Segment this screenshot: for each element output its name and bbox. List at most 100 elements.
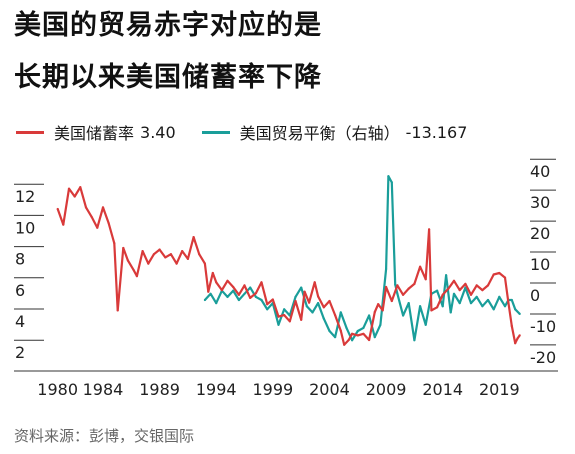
savings-rate-point — [164, 256, 167, 259]
savings-rate-point — [308, 301, 311, 304]
legend-label-savings: 美国储蓄率 — [54, 124, 135, 143]
savings-rate-point — [322, 306, 325, 309]
trade-balance-point — [322, 317, 325, 320]
trade-balance-point — [475, 295, 478, 298]
savings-rate-point — [113, 242, 116, 245]
trade-balance-point — [277, 323, 280, 326]
trade-balance-point — [445, 274, 448, 277]
trade-balance-point — [379, 323, 382, 326]
savings-rate-point — [507, 301, 510, 304]
trade-balance-point — [510, 298, 513, 302]
trade-balance-point — [390, 181, 393, 184]
savings-rate-point — [122, 246, 125, 250]
savings-rate-point — [175, 262, 178, 265]
savings-rate-point — [441, 293, 444, 296]
savings-rate-point — [79, 186, 82, 189]
trade-balance-point — [402, 314, 405, 317]
trade-balance-point — [328, 329, 331, 333]
savings-rate-point — [232, 285, 235, 289]
trade-balance-point — [305, 305, 308, 308]
x-tick-label: 1994 — [196, 380, 237, 399]
savings-rate-point — [452, 279, 456, 282]
savings-rate-point — [116, 309, 119, 312]
trade-balance-point — [254, 295, 257, 298]
right-tick-label: 20 — [530, 224, 550, 243]
trade-balance-point — [458, 302, 461, 305]
savings-rate-point — [518, 334, 521, 337]
legend-swatch-savings — [16, 130, 44, 134]
savings-rate-point — [469, 293, 473, 296]
savings-rate-point — [377, 303, 380, 306]
savings-rate-point — [294, 299, 297, 303]
trade-balance-point — [486, 298, 490, 302]
savings-rate-point — [514, 342, 517, 345]
trade-balance-point — [209, 292, 212, 295]
savings-rate-point — [300, 318, 303, 321]
savings-rate-point — [266, 303, 269, 306]
savings-rate-point — [158, 248, 161, 251]
trade-balance-point — [203, 298, 206, 302]
legend-value-savings: 3.40 — [140, 122, 176, 142]
trade-balance-point — [503, 305, 507, 308]
right-tick-label: 30 — [530, 193, 550, 212]
savings-rate-point — [428, 228, 431, 231]
savings-rate-point — [328, 299, 331, 303]
trade-balance-point — [492, 308, 495, 311]
trade-balance-point — [232, 289, 235, 292]
savings-rate-point — [334, 314, 337, 317]
savings-rate-point — [181, 250, 184, 253]
trade-balance-point — [339, 311, 342, 314]
savings-rate-point — [96, 226, 99, 229]
trade-balance-point — [226, 295, 229, 298]
trade-balance-point — [368, 314, 371, 317]
trade-balance-point — [351, 339, 354, 342]
source-note: 资料来源：彭博，交银国际 — [14, 427, 195, 445]
trade-balance-point — [311, 311, 314, 314]
savings-rate-point — [271, 298, 274, 301]
legend: 美国储蓄率 3.40 美国贸易平衡（右轴） -13.167 — [16, 120, 493, 144]
savings-rate-point — [503, 276, 507, 279]
x-tick-label: 1980 — [37, 380, 78, 399]
trade-balance-point — [518, 312, 521, 315]
savings-rate-point — [207, 290, 210, 293]
trade-balance-point — [345, 326, 348, 329]
savings-rate-point — [430, 309, 433, 312]
trade-balance-point — [407, 302, 410, 305]
savings-rate-line — [56, 186, 521, 346]
savings-rate-point — [303, 290, 306, 293]
trade-balance-point — [387, 175, 390, 178]
savings-rate-point — [413, 282, 416, 285]
right-tick-label: -10 — [530, 317, 556, 336]
savings-rate-point — [56, 207, 59, 211]
savings-rate-point — [101, 206, 105, 209]
trade-balance-point — [449, 311, 452, 314]
savings-rate-point — [407, 287, 410, 290]
savings-rate-point — [169, 253, 172, 256]
savings-rate-point — [475, 284, 478, 287]
savings-rate-point — [351, 332, 354, 335]
savings-rate-point — [135, 275, 138, 278]
savings-rate-point — [288, 320, 291, 323]
savings-rate-point — [84, 206, 88, 209]
savings-rate-point — [510, 324, 513, 328]
savings-rate-point — [254, 292, 257, 295]
savings-rate-point — [313, 281, 316, 284]
legend-item-trade: 美国贸易平衡（右轴） -13.167 — [201, 120, 467, 144]
trade-balance-point — [481, 305, 484, 308]
left-tick-label: 8 — [15, 250, 25, 269]
savings-rate-point — [277, 315, 280, 318]
trade-balance-point — [419, 305, 422, 308]
savings-rate-point — [141, 250, 144, 253]
trade-balance-point — [356, 329, 359, 333]
savings-rate-point — [356, 334, 359, 337]
x-tick-label: 1999 — [252, 380, 293, 399]
savings-rate-point — [390, 299, 393, 303]
savings-rate-point — [424, 278, 427, 281]
savings-rate-point — [492, 273, 495, 276]
savings-rate-point — [464, 282, 467, 285]
savings-rate-point — [516, 337, 519, 340]
savings-rate-point — [249, 296, 252, 299]
x-tick-label: 2004 — [309, 380, 350, 399]
savings-rate-point — [90, 215, 93, 218]
